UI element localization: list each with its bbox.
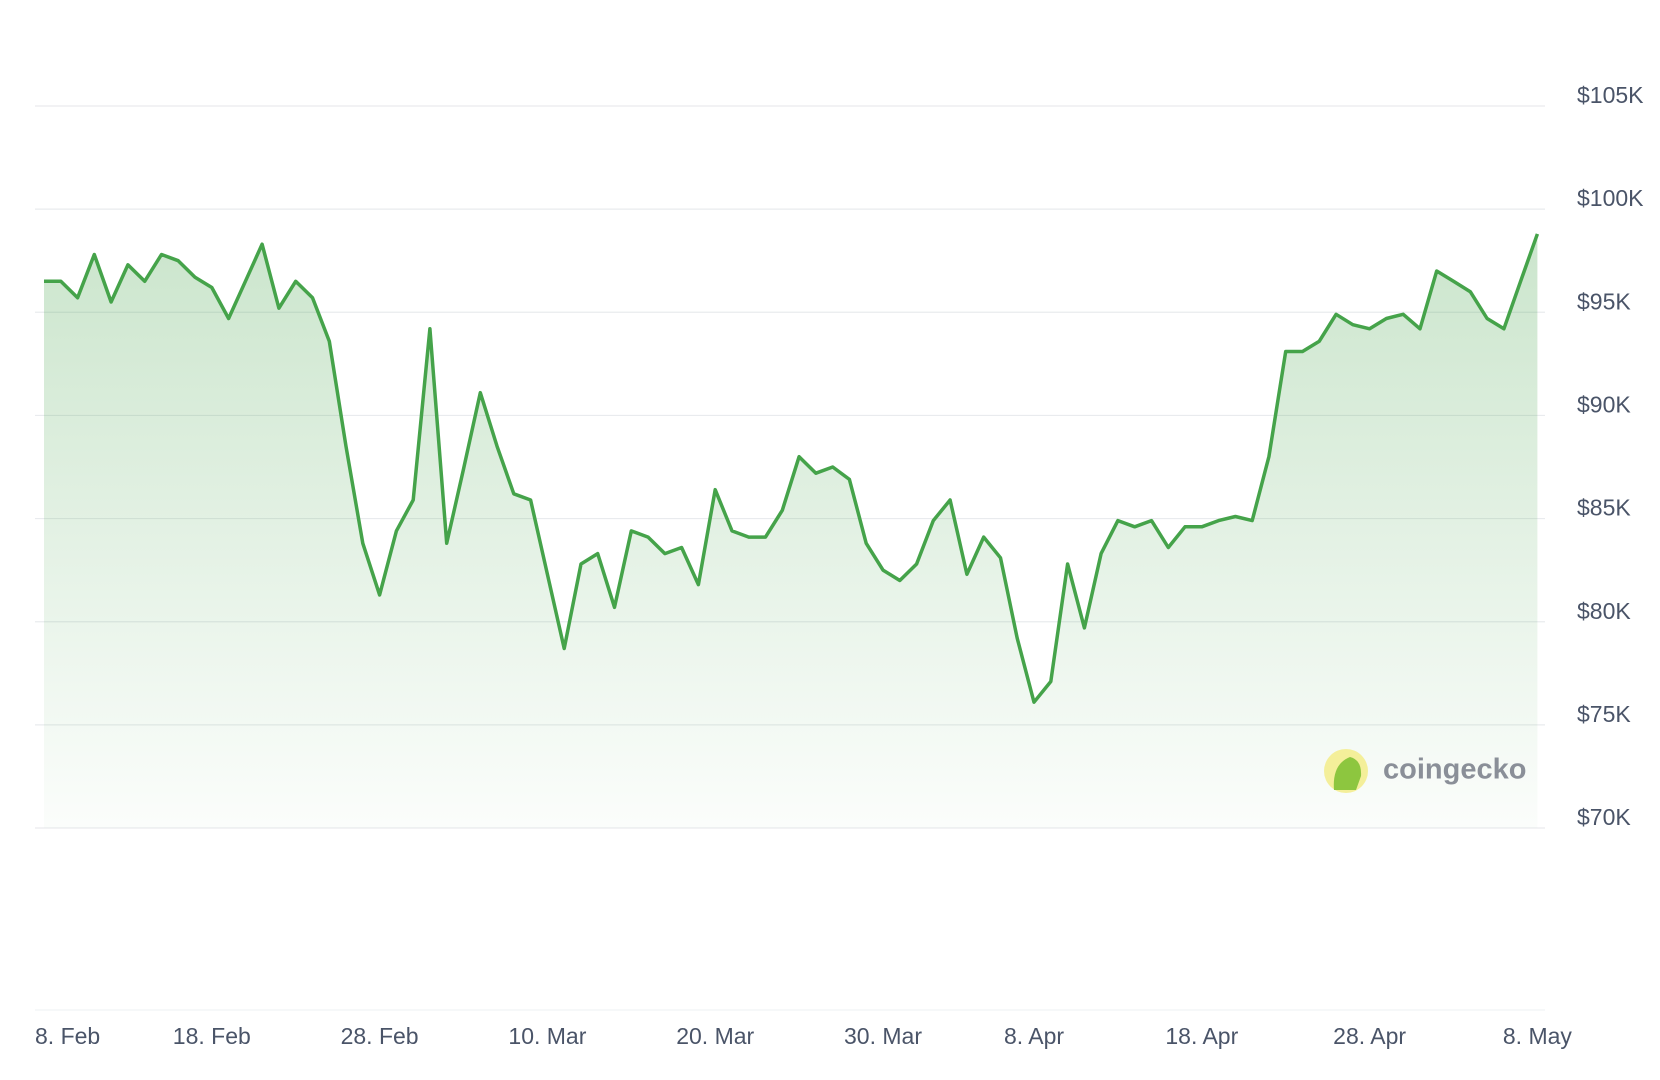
y-tick-label: $100K xyxy=(1577,185,1644,211)
watermark-text: coingecko xyxy=(1383,754,1526,786)
x-tick-label: 18. Apr xyxy=(1165,1023,1238,1049)
x-tick-label: 28. Feb xyxy=(341,1023,419,1049)
x-tick-label: 8. Apr xyxy=(1004,1023,1064,1049)
y-tick-label: $90K xyxy=(1577,392,1631,418)
y-tick-label: $80K xyxy=(1577,598,1631,624)
x-tick-label: 30. Mar xyxy=(844,1023,922,1049)
watermark-logo-shape xyxy=(1333,757,1362,790)
y-tick-label: $75K xyxy=(1577,701,1631,727)
x-tick-label: 18. Feb xyxy=(173,1023,251,1049)
x-tick-label: 8. Feb xyxy=(35,1023,100,1049)
x-tick-label: 20. Mar xyxy=(676,1023,754,1049)
x-tick-label: 28. Apr xyxy=(1333,1023,1406,1049)
x-tick-label: 10. Mar xyxy=(508,1023,586,1049)
watermark: coingecko xyxy=(1324,749,1526,793)
y-tick-label: $95K xyxy=(1577,288,1631,314)
price-line xyxy=(44,233,1540,704)
y-tick-label: $70K xyxy=(1577,804,1631,830)
price-area xyxy=(44,233,1538,828)
y-tick-label: $85K xyxy=(1577,495,1631,521)
x-tick-label: 8. May xyxy=(1503,1023,1573,1049)
y-tick-label: $105K xyxy=(1577,82,1644,108)
